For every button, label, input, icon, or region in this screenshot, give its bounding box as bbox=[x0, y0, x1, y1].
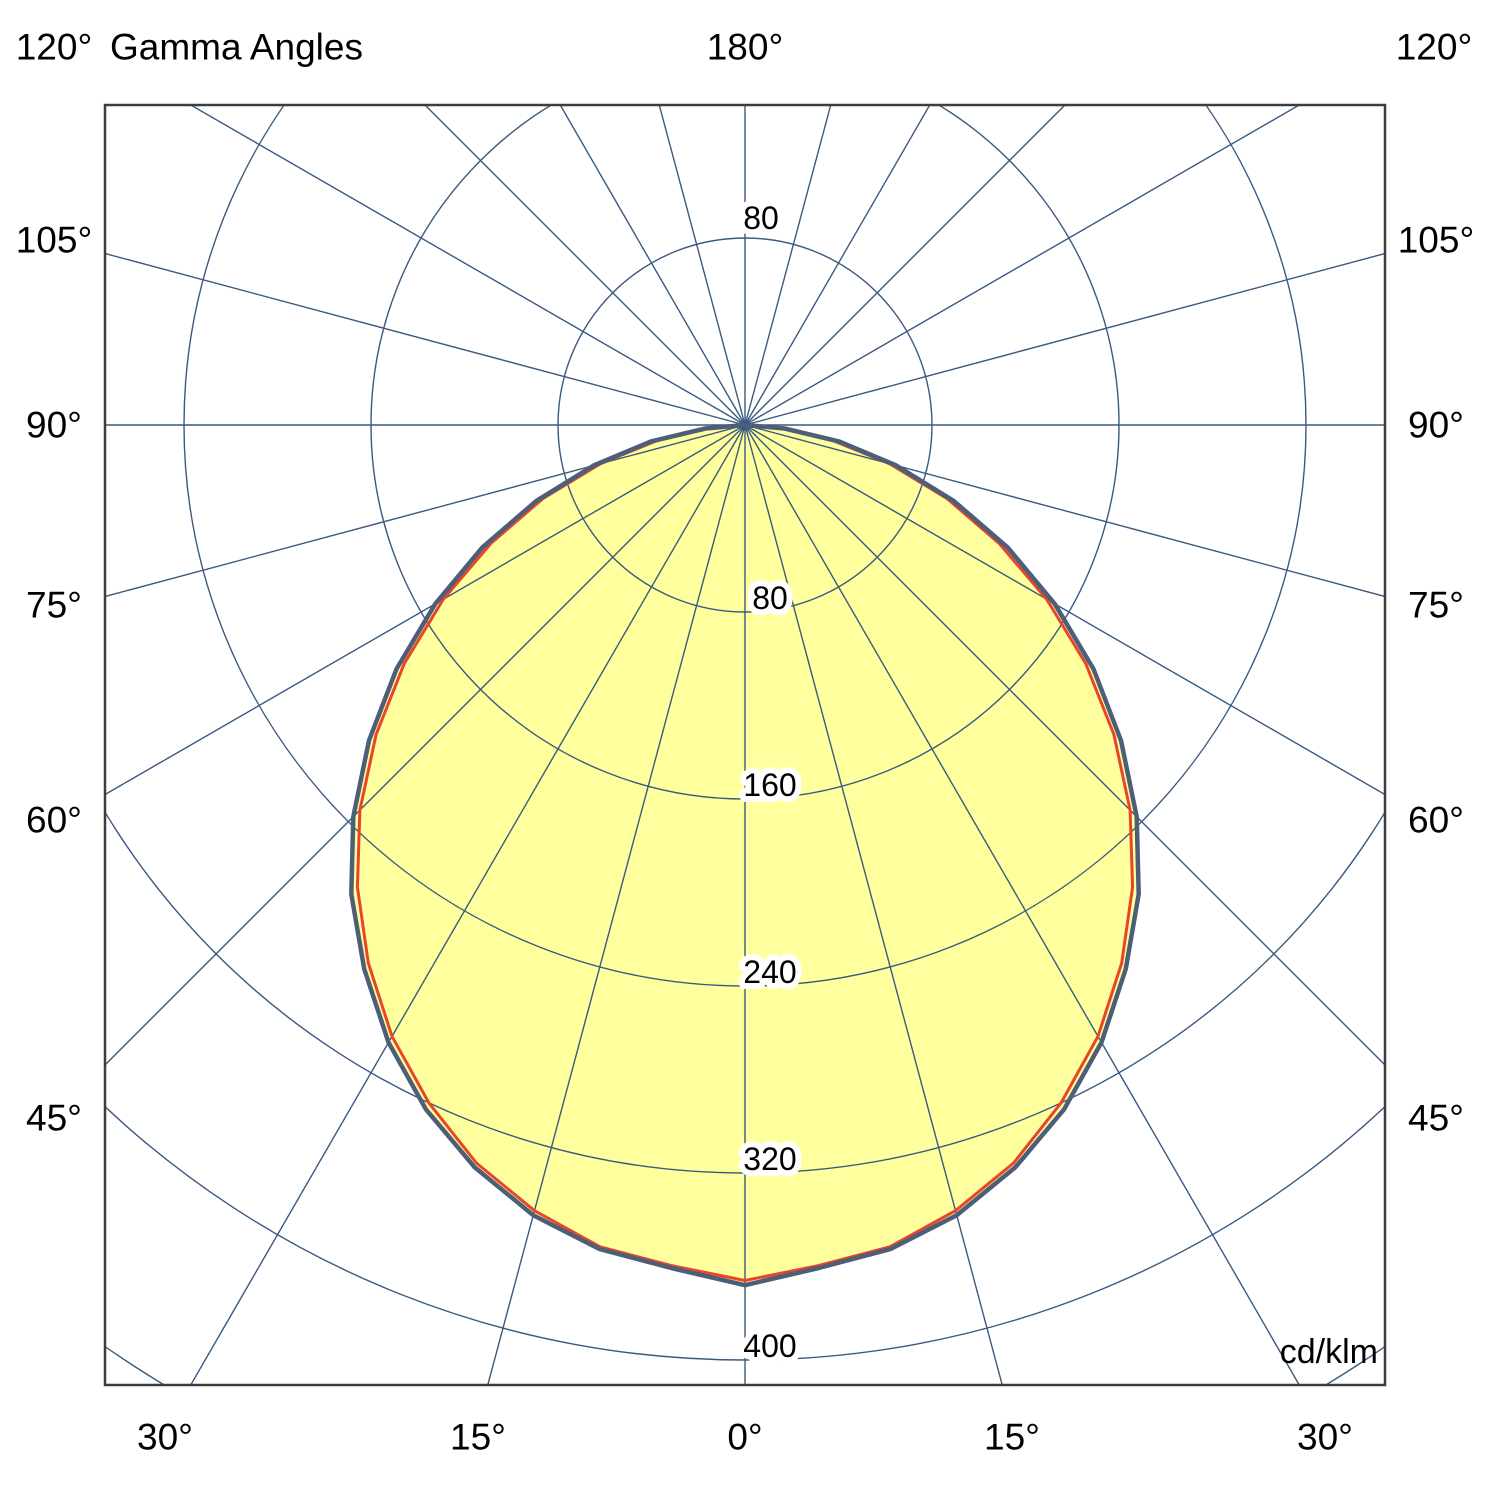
axis-label-right: 90° bbox=[1408, 405, 1464, 446]
polar-grid-ray bbox=[189, 105, 746, 426]
unit-label: cd/klm bbox=[1280, 1333, 1378, 1371]
polar-grid-ray bbox=[559, 105, 746, 426]
polar-grid-ray bbox=[744, 105, 832, 426]
top-right-angle-label: 120° bbox=[1396, 27, 1473, 68]
polar-grid-ray bbox=[487, 424, 746, 1385]
ring-label: 160 bbox=[743, 767, 796, 803]
polar-grid-ray bbox=[744, 424, 1301, 1385]
polar-grid-ray bbox=[105, 424, 746, 598]
axis-label-bottom: 15° bbox=[984, 1417, 1040, 1458]
ring-label: 240 bbox=[743, 954, 796, 990]
axis-label-right: 105° bbox=[1398, 220, 1475, 261]
axis-label-bottom: 0° bbox=[727, 1417, 762, 1458]
polar-grid-ray bbox=[105, 424, 746, 1066]
axis-label-left: 45° bbox=[26, 1098, 82, 1139]
polar-grid-ray bbox=[744, 424, 1003, 1385]
ring-label: 400 bbox=[743, 1328, 796, 1364]
perimeter-angle-labels: 105° 90° 75° 60° 45° 105° 90° 75° 60° 45° 30° 15° 0°… bbox=[16, 220, 1475, 1458]
axis-label-left: 105° bbox=[16, 220, 93, 261]
polar-grid-ray bbox=[744, 252, 1385, 426]
polar-grid-ray bbox=[744, 105, 931, 426]
axis-label-bottom: 30° bbox=[137, 1417, 193, 1458]
axis-label-left: 60° bbox=[26, 800, 82, 841]
curve-c90-c270 bbox=[355, 423, 1135, 1282]
axis-label-right: 75° bbox=[1408, 585, 1464, 626]
top-center-angle-label: 180° bbox=[707, 27, 784, 68]
polar-grid-ray bbox=[105, 252, 746, 426]
chart-title: Gamma Angles bbox=[110, 27, 363, 68]
polar-grid-ray bbox=[105, 424, 746, 796]
top-left-angle-label: 120° bbox=[16, 27, 93, 68]
polar-grid-ray bbox=[658, 105, 746, 426]
polar-grid-ray bbox=[744, 424, 1385, 1066]
polar-grid-ray bbox=[744, 105, 1301, 426]
curve-c0-c180 bbox=[349, 422, 1141, 1288]
plot-frame bbox=[103, 103, 1387, 1387]
ring-label: 320 bbox=[743, 1141, 796, 1177]
axis-label-left: 90° bbox=[26, 405, 82, 446]
axis-label-right: 45° bbox=[1408, 1098, 1464, 1139]
polar-grid-ray bbox=[424, 105, 746, 426]
axis-label-bottom: 30° bbox=[1297, 1417, 1353, 1458]
polar-grid-ray bbox=[744, 424, 1385, 598]
polar-grid-ray bbox=[744, 424, 1385, 796]
polar-grid-ray bbox=[744, 105, 1066, 426]
axis-label-bottom: 15° bbox=[450, 1417, 506, 1458]
axis-label-right: 60° bbox=[1408, 800, 1464, 841]
ring-label: 80 bbox=[752, 580, 788, 616]
axis-label-left: 75° bbox=[26, 585, 82, 626]
ring-labels: 80 80 160 240 320 400 bbox=[737, 194, 802, 1370]
ring-label-top: 80 bbox=[743, 200, 779, 236]
polar-grid-ray bbox=[189, 424, 746, 1385]
